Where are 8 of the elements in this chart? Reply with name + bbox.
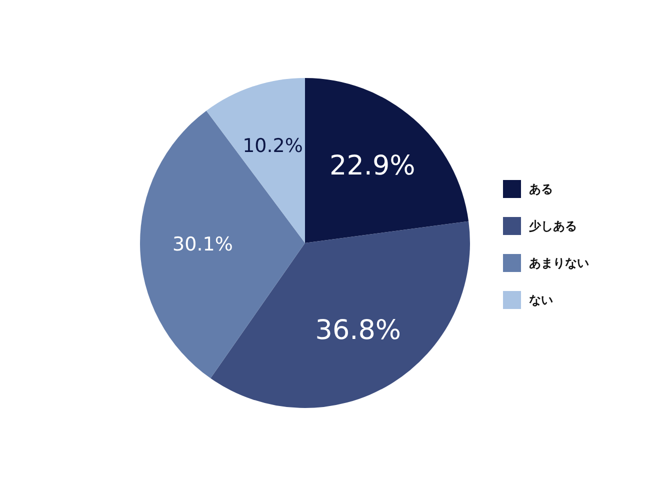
legend-label: あまりない xyxy=(529,256,589,270)
data-label: 10.2% xyxy=(242,134,303,157)
legend-label: ある xyxy=(529,182,553,196)
legend-label: ない xyxy=(529,293,553,307)
data-label: 36.8% xyxy=(315,314,402,346)
data-label: 30.1% xyxy=(172,234,233,256)
data-label: 22.9% xyxy=(330,150,416,182)
legend-label: 少しある xyxy=(528,219,577,233)
